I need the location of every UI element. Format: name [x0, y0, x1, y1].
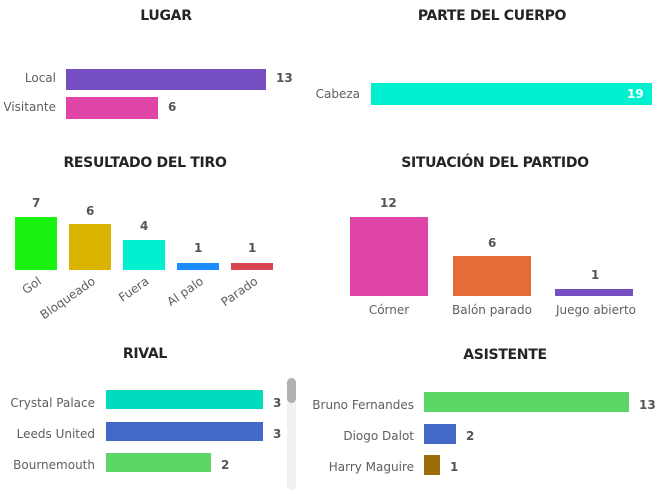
rival-value-crystal-palace: 3	[273, 396, 282, 410]
lugar-label-local: Local	[24, 71, 56, 85]
resultado-value-bloqueado: 6	[86, 204, 95, 218]
rival-label-leeds-united: Leeds United	[16, 427, 95, 441]
chart-title-parte-del-cuerpo: PARTE DEL CUERPO	[417, 8, 567, 24]
asistente-label-diogo-dalot: Diogo Dalot	[343, 429, 414, 443]
lugar-value-local: 13	[276, 71, 293, 85]
rival-bar-crystal-palace[interactable]	[106, 390, 263, 409]
resultado-bar-al-palo[interactable]	[177, 263, 219, 270]
resultado-value-parado: 1	[248, 241, 257, 255]
asistente-value-harry-maguire: 1	[450, 460, 459, 474]
resultado-label-gol: Gol	[19, 274, 45, 297]
rival-value-bournemouth: 2	[221, 458, 230, 472]
situacion-bar-balon-parado[interactable]	[453, 256, 531, 296]
asistente-label-harry-maguire: Harry Maguire	[328, 460, 414, 474]
resultado-value-fuera: 4	[140, 219, 149, 233]
rival-value-leeds-united: 3	[273, 427, 282, 441]
situacion-label-corner: Córner	[368, 303, 410, 317]
resultado-bar-fuera[interactable]	[123, 240, 165, 270]
lugar-label-visitante: Visitante	[3, 100, 56, 114]
chart-title-situacion-del-partido: SITUACIÓN DEL PARTIDO	[401, 155, 589, 171]
rival-bar-bournemouth[interactable]	[106, 453, 211, 472]
resultado-label-bloqueado: Bloqueado	[37, 274, 99, 323]
cuerpo-label-cabeza: Cabeza	[315, 87, 360, 101]
resultado-value-gol: 7	[32, 196, 41, 210]
resultado-bar-bloqueado[interactable]	[69, 224, 111, 270]
situacion-value-juego-abierto: 1	[591, 268, 600, 282]
situacion-value-balon-parado: 6	[488, 236, 497, 250]
rival-scrollbar-thumb[interactable]	[287, 378, 296, 403]
resultado-value-al-palo: 1	[194, 241, 203, 255]
lugar-bar-local[interactable]	[66, 69, 266, 90]
asistente-label-bruno-fernandes: Bruno Fernandes	[312, 398, 414, 412]
rival-bar-leeds-united[interactable]	[106, 422, 263, 441]
chart-title-rival: RIVAL	[122, 346, 168, 362]
rival-label-bournemouth: Bournemouth	[13, 458, 95, 472]
resultado-bar-gol[interactable]	[15, 217, 57, 270]
situacion-bar-corner[interactable]	[350, 217, 428, 296]
asistente-bar-harry-maguire[interactable]	[424, 455, 440, 475]
lugar-value-visitante: 6	[168, 100, 177, 114]
chart-title-lugar: LUGAR	[140, 8, 192, 24]
asistente-value-diogo-dalot: 2	[466, 429, 475, 443]
lugar-bar-visitante[interactable]	[66, 97, 158, 119]
chart-title-resultado-del-tiro: RESULTADO DEL TIRO	[63, 155, 227, 171]
situacion-value-corner: 12	[380, 196, 397, 210]
asistente-bar-bruno-fernandes[interactable]	[424, 392, 629, 412]
resultado-label-fuera: Fuera	[116, 274, 153, 305]
cuerpo-value-cabeza: 19	[627, 87, 644, 101]
rival-scrollbar-track[interactable]	[287, 378, 296, 490]
cuerpo-bar-cabeza[interactable]	[371, 83, 652, 105]
rival-label-crystal-palace: Crystal Palace	[10, 396, 95, 410]
resultado-bar-parado[interactable]	[231, 263, 273, 270]
asistente-value-bruno-fernandes: 13	[639, 398, 656, 412]
situacion-label-juego-abierto: Juego abierto	[556, 303, 636, 317]
situacion-label-balon-parado: Balón parado	[452, 303, 532, 317]
asistente-bar-diogo-dalot[interactable]	[424, 424, 456, 444]
situacion-bar-juego-abierto[interactable]	[555, 289, 633, 296]
chart-title-asistente: ASISTENTE	[463, 347, 547, 363]
resultado-label-parado: Parado	[218, 274, 261, 310]
resultado-label-al-palo: Al palo	[164, 274, 207, 309]
